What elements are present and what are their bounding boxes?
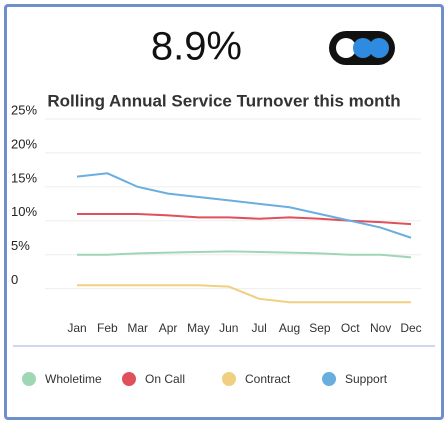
x-tick-label: Jan (67, 321, 86, 335)
x-tick-label: Mar (127, 321, 148, 335)
x-tick-label: Aug (279, 321, 300, 335)
legend-label: Wholetime (45, 372, 102, 386)
y-tick-label: 0 (11, 272, 18, 287)
legend-marker (122, 372, 136, 386)
x-tick-label: Dec (400, 321, 421, 335)
legend-label: Contract (245, 372, 291, 386)
legend-marker (222, 372, 236, 386)
legend-label: Support (345, 372, 388, 386)
x-tick-label: Sep (309, 321, 331, 335)
x-tick-label: Jul (252, 321, 267, 335)
divider (13, 345, 435, 347)
legend-marker (22, 372, 36, 386)
y-tick-label: 20% (11, 136, 37, 151)
y-tick-label: 15% (11, 170, 37, 185)
y-tick-label: 5% (11, 238, 30, 253)
y-tick-label: 10% (11, 204, 37, 219)
x-tick-label: Nov (370, 321, 391, 335)
kpi-value: 8.9% (151, 25, 242, 69)
chart-title: Rolling Annual Service Turnover this mon… (47, 91, 400, 110)
legend-marker (322, 372, 336, 386)
series-line (77, 284, 411, 304)
x-tick-label: Apr (159, 321, 178, 335)
series-line (77, 250, 412, 259)
y-tick-label: 25% (11, 102, 37, 117)
x-tick-label: May (187, 321, 210, 335)
x-tick-label: Jun (219, 321, 238, 335)
card: 8.9% Rolling Annual Service Turnover thi… (4, 4, 444, 420)
x-tick-label: Feb (97, 321, 118, 335)
series-line (76, 172, 412, 239)
legend-label: On Call (145, 372, 185, 386)
x-tick-label: Oct (341, 321, 360, 335)
widget: 8.9% Rolling Annual Service Turnover thi… (11, 25, 435, 386)
status-indicator (329, 31, 395, 65)
